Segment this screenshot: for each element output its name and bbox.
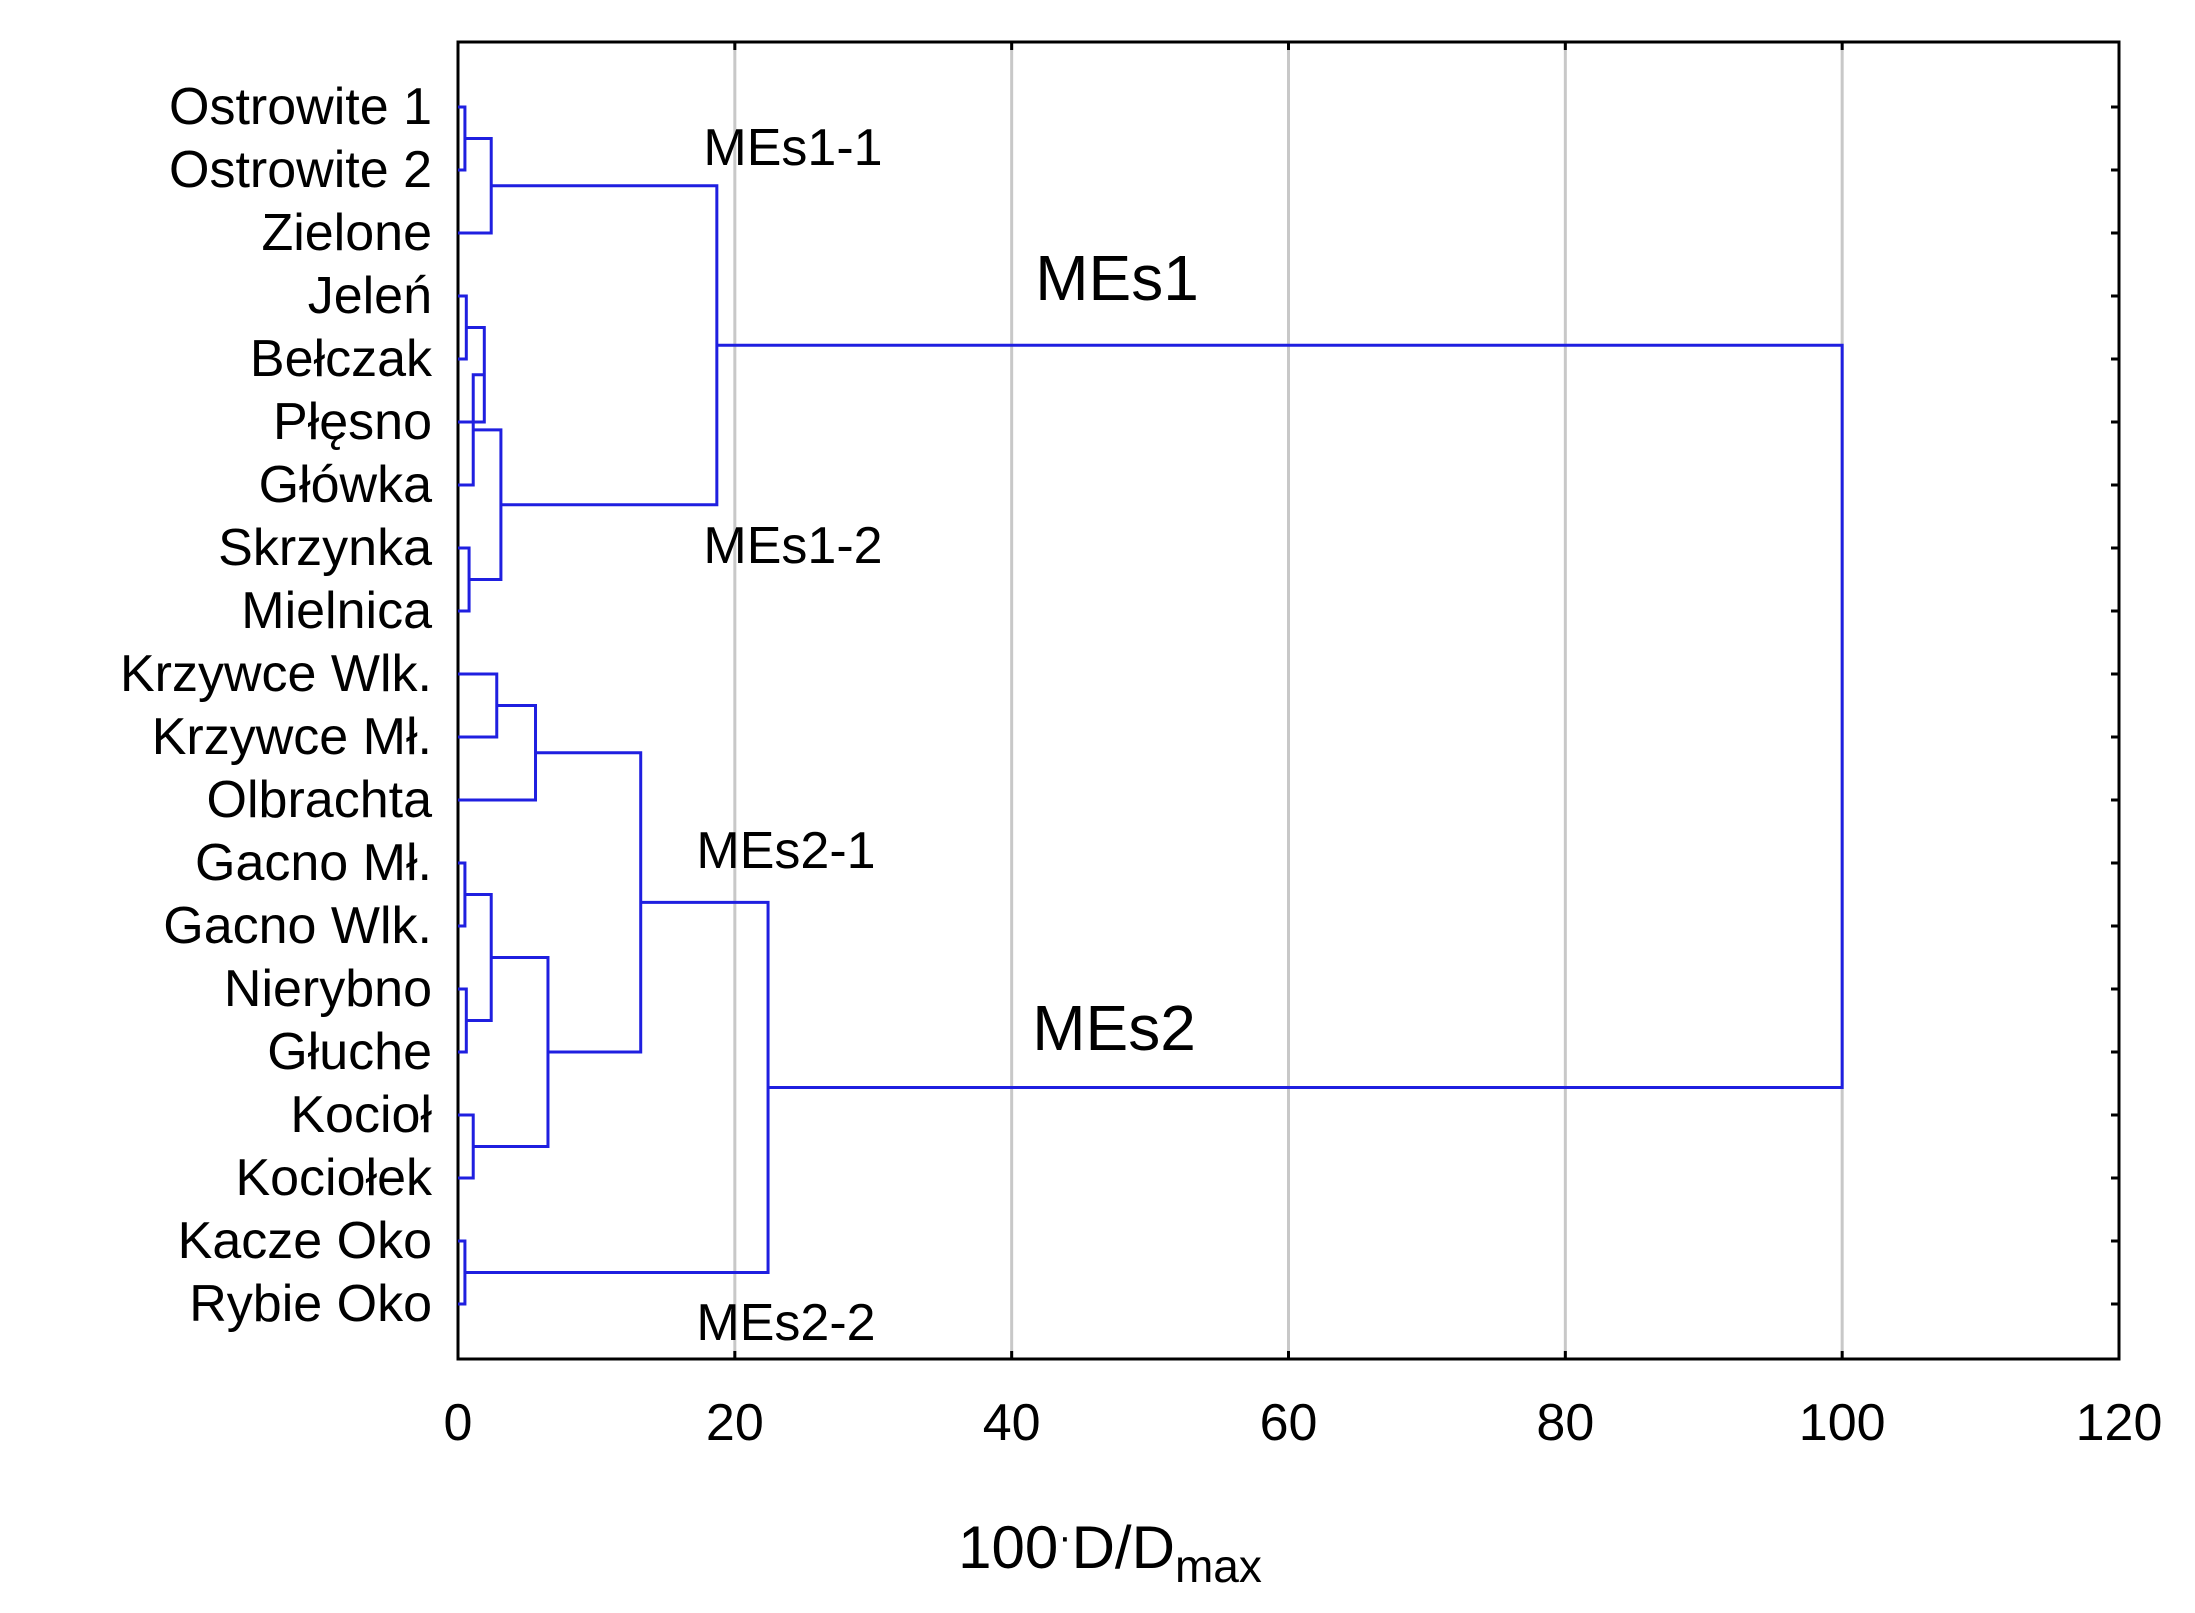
dendrogram-link (473, 956, 550, 1148)
leaf-label: Krzywce Wlk. (120, 645, 432, 703)
dendrogram-link (491, 184, 719, 507)
leaf-label: Krzywce Mł. (152, 708, 432, 766)
x-tick-label: 120 (2076, 1394, 2163, 1452)
leaf-label: Jeleń (308, 267, 432, 325)
cluster-label: MEs1-1 (703, 119, 882, 177)
leaf-label: Płęsno (273, 393, 432, 451)
dendrogram-link (469, 428, 503, 581)
dendrogram-links (458, 105, 1844, 1306)
leaf-label: Główka (259, 456, 432, 514)
x-tick-label: 80 (1536, 1394, 1594, 1452)
dendrogram-link (716, 343, 1844, 1089)
x-axis-label-dot: · (1058, 1515, 1071, 1559)
leaf-label: Kocioł (290, 1086, 432, 1144)
cluster-label: MEs1 (1035, 242, 1199, 314)
leaf-label: Olbrachta (207, 771, 433, 829)
leaf-label: Głuche (267, 1023, 432, 1081)
dendrogram-link (458, 672, 499, 739)
leaf-label: Zielone (261, 204, 432, 262)
dendrogram-link (464, 900, 770, 1274)
cluster-label: MEs2-2 (696, 1294, 875, 1352)
dendrogram-link (458, 137, 493, 235)
x-tick-label: 20 (706, 1394, 764, 1452)
leaf-label: Gacno Wlk. (163, 897, 432, 955)
leaf-label: Kociołek (235, 1149, 433, 1207)
x-axis-label-main: 100 (958, 1514, 1058, 1581)
dendrogram-link (458, 1113, 475, 1180)
grid-lines (733, 42, 1844, 1359)
leaf-label: Ostrowite 2 (169, 141, 432, 199)
x-tick-label: 40 (983, 1394, 1041, 1452)
cluster-labels: MEs1-1 MEs1-2 MEs2-1 MEs2-2 MEs1 MEs2 (696, 119, 1198, 1352)
x-axis-ticks: 0 20 40 60 80 100 120 (444, 42, 2163, 1452)
leaf-label: Bełczak (250, 330, 433, 388)
x-tick-label: 100 (1799, 1394, 1886, 1452)
leaf-label: Skrzynka (218, 519, 432, 577)
leaf-label: Rybie Oko (189, 1275, 432, 1333)
dendrogram-link (535, 751, 643, 1054)
leaf-label: Gacno Mł. (195, 834, 432, 892)
x-axis-label-subscript: max (1175, 1540, 1262, 1592)
cluster-label: MEs2-1 (696, 822, 875, 880)
leaf-label: Kacze Oko (178, 1212, 432, 1270)
dendrogram-link (464, 893, 493, 1022)
cluster-label: MEs1-2 (703, 517, 882, 575)
leaf-label: Mielnica (241, 582, 432, 640)
x-axis-label: 100·D/Dmax (958, 1514, 1262, 1592)
x-tick-label: 0 (444, 1394, 473, 1452)
x-tick-label: 60 (1260, 1394, 1318, 1452)
cluster-label: MEs2 (1032, 992, 1196, 1064)
x-axis-label-rest: D/D (1072, 1514, 1175, 1581)
dendrogram-link (458, 704, 538, 802)
leaf-label: Ostrowite 1 (169, 78, 432, 136)
leaf-label: Nierybno (224, 960, 432, 1018)
dendrogram-link (458, 546, 471, 613)
